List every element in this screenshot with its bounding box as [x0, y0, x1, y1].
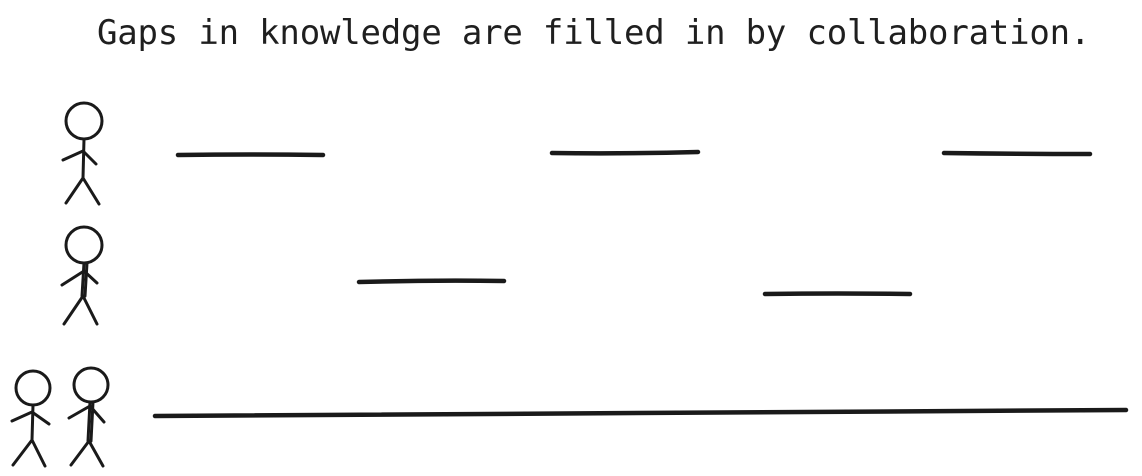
knowledge-segment-row-1-a	[175, 152, 326, 158]
person-row-1	[61, 101, 104, 206]
knowledge-segment-row-1-c	[941, 150, 1093, 157]
diagram-title: Gaps in knowledge are filled in by colla…	[97, 13, 1091, 53]
person-row-2	[60, 225, 104, 326]
person-row-3-left	[10, 369, 52, 468]
knowledge-segment-row-2-b	[762, 291, 913, 297]
knowledge-segment-row-2-a	[356, 278, 507, 285]
knowledge-line-combined	[152, 407, 1129, 419]
person-row-3-right	[67, 366, 110, 468]
knowledge-segment-row-1-b	[549, 149, 701, 156]
